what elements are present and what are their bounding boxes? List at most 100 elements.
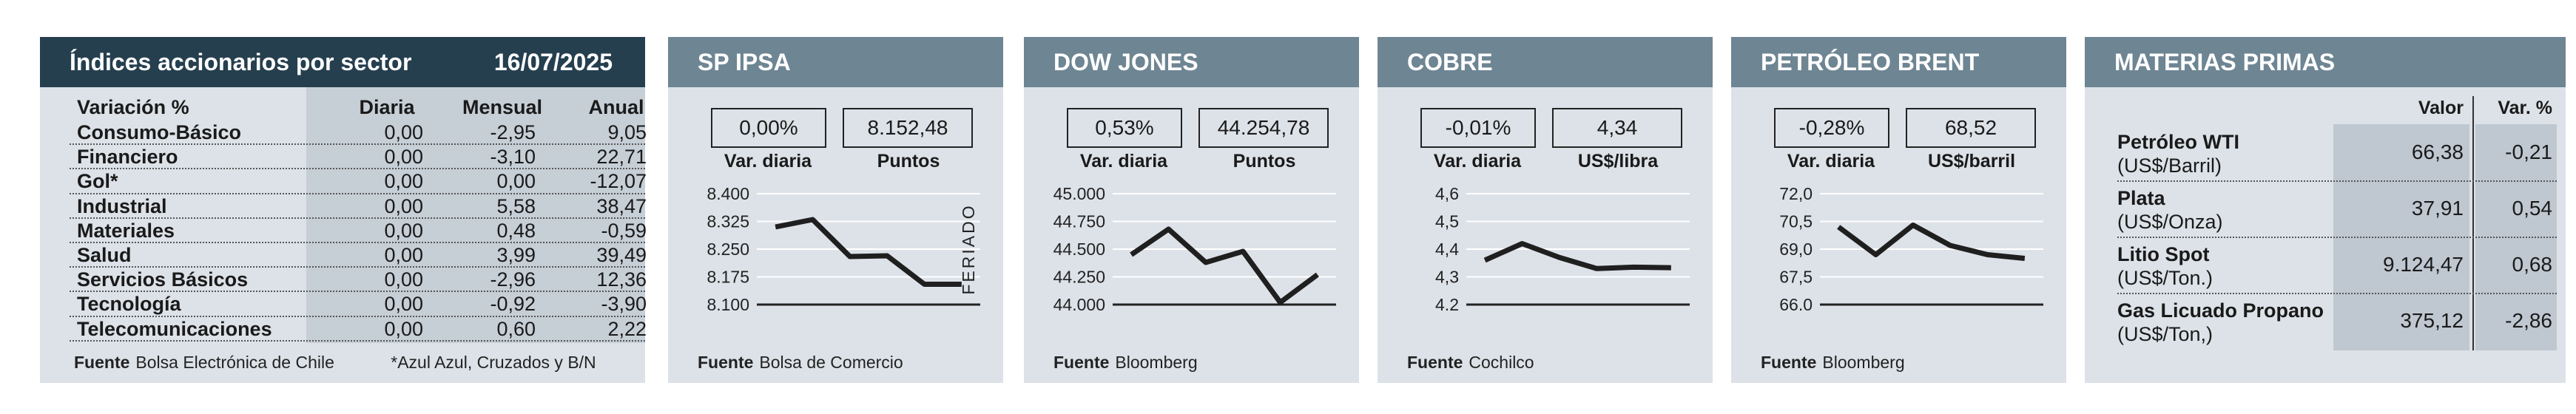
value-label: Puntos [877,151,940,172]
sector-monthly: 3,99 [496,244,536,266]
table-row: Telecomunicaciones 0,00 0,60 2,22 [70,316,647,342]
sector-name: Salud [77,244,132,266]
table-row: Materiales 0,00 0,48 -0,59 [70,218,647,243]
y-tick-label: 8.100 [707,295,749,310]
y-tick-label: 66,0 [1779,295,1813,310]
sector-annual: 22,71 [596,146,647,169]
commodity-var: -0,21 [2505,140,2552,163]
sector-name: Consumo-Básico [77,121,242,143]
panel-title: COBRE [1407,49,1493,75]
sector-monthly: 0,00 [496,170,536,193]
sector-daily: 0,00 [384,268,423,291]
sector-name: Telecomunicaciones [77,317,272,340]
feriado-annotation: FERIADO [959,203,978,294]
sector-name: Financiero [77,146,178,169]
value-label: US$/libra [1577,151,1659,172]
commodity-var: 0,54 [2512,197,2553,220]
sector-daily: 0,00 [384,146,423,169]
y-tick-label: 8.400 [707,184,749,203]
sector-monthly: 5,58 [496,194,536,217]
footer-source: Bloomberg [1115,353,1198,372]
var-diaria-box: 0,00% [711,108,826,148]
col-var-header: Var. % [2498,98,2552,118]
row-divider [70,339,645,342]
row-divider [70,143,645,146]
sector-daily: 0,00 [384,293,423,316]
commodity-valor: 37,91 [2411,197,2464,220]
table-row: Tecnología 0,00 -0,92 -3,90 [70,291,647,316]
line-chart: 4,64,54,44,34,2MJVLMM [1435,184,1690,310]
value-box: 4,34 [1552,108,1682,148]
y-tick-label: 70,5 [1779,212,1813,231]
sector-indices-title: Índices accionarios por sector [70,49,412,75]
sector-name: Tecnología [77,293,181,316]
sector-daily: 0,00 [384,244,423,266]
footer-source: Cochilco [1469,353,1534,372]
materias-primas-header: MATERIAS PRIMAS [2085,37,2566,87]
var-diaria-box: -0,28% [1774,108,1889,148]
var-diaria-label: Var. diaria [1433,151,1522,172]
table-header-row: Variación % Diaria Mensual Anual [70,95,645,120]
y-tick-label: 4,5 [1435,212,1459,231]
var-diaria-label: Var. diaria [1079,151,1168,172]
panel-header: DOW JONES [1024,37,1359,87]
sector-name: Materiales [77,219,175,242]
table-row: Salud 0,00 3,99 39,49 [70,242,647,268]
sector-indices-footer: Fuente Bolsa Electrónica de Chile *Azul A… [74,353,596,372]
list-item: Petróleo WTI (US$/Barril) 66,38 -0,21 [2085,124,2566,180]
col-valor-header: Valor [2418,98,2464,118]
sector-annual: 38,47 [596,194,647,217]
commodity-unit: (US$/Ton,) [2117,323,2213,345]
var-diaria-box: 0,53% [1067,108,1182,148]
commodity-valor: 9.124,47 [2383,253,2464,276]
footer-source: Bloomberg [1822,353,1905,372]
sector-monthly: -2,95 [490,121,536,143]
table-row: Gol* 0,00 0,00 -12,07 [70,169,647,194]
value-box: 8.152,48 [843,108,973,148]
cobre-panel: COBRE -0,01% 4,34 Var. diaria US$/libra Fuent… [1378,37,1713,383]
panel-footer: Fuente Bloomberg [1761,353,1905,372]
commodity-var: -2,86 [2505,309,2552,332]
sector-indices-header: Índices accionarios por sector 16/07/202… [40,37,645,87]
y-tick-label: 8.325 [707,212,749,231]
header-anual: Anual [588,96,644,118]
sector-name: Gol* [77,170,118,193]
row-divider [70,242,645,243]
footer-source: Bolsa Electrónica de Chile [135,353,334,372]
row-divider [70,315,645,317]
value-box: 68,52 [1906,108,2036,148]
ipsa-panel: SP IPSA 0,00% 8.152,48 Var. diaria Puntos Fue… [668,37,1003,383]
y-tick-label: 67,5 [1779,268,1813,287]
sector-indices-date: 16/07/2025 [493,49,613,75]
commodity-name: Petróleo WTI [2117,131,2240,153]
sector-annual: 12,36 [596,268,647,291]
table-row: Industrial 0,00 5,58 38,47 [70,194,647,219]
table-header-column-bg [306,87,645,343]
panel-footer: Fuente Bloomberg [1053,353,1198,372]
y-tick-label: 69,0 [1779,240,1813,259]
sector-annual: 9,05 [607,121,647,143]
sector-daily: 0,00 [384,121,423,143]
petroleo-brent-panel: PETRÓLEO BRENT -0,28% 68,52 Var. diaria US$/… [1731,37,2066,383]
commodity-name: Gas Licuado Propano [2117,299,2324,322]
y-tick-label: 44.500 [1053,240,1105,259]
row-divider [70,291,645,293]
y-tick-label: 44.000 [1053,295,1105,310]
row-divider [70,192,645,194]
series-line [1837,223,2026,261]
var-diaria-label: Var. diaria [1787,151,1875,172]
panel-title: SP IPSA [698,49,791,75]
sector-monthly: 0,60 [496,317,536,340]
sector-annual: -3,90 [601,293,647,316]
line-chart: 72,070,569,067,566,0MJVLMM [1779,184,2043,310]
list-item: Litio Spot (US$/Ton.) 9.124,47 0,68 [2085,237,2566,293]
sector-daily: 0,00 [384,219,423,242]
dow-jones-panel: DOW JONES 0,53% 44.254,78 Var. diaria Puntos… [1024,37,1359,383]
series-line [1483,241,1671,271]
commodity-valor: 66,38 [2411,140,2464,163]
header-diaria: Diaria [359,96,415,118]
table-row: Financiero 0,00 -3,10 22,71 [70,144,647,169]
panel-header: SP IPSA [668,37,1003,87]
